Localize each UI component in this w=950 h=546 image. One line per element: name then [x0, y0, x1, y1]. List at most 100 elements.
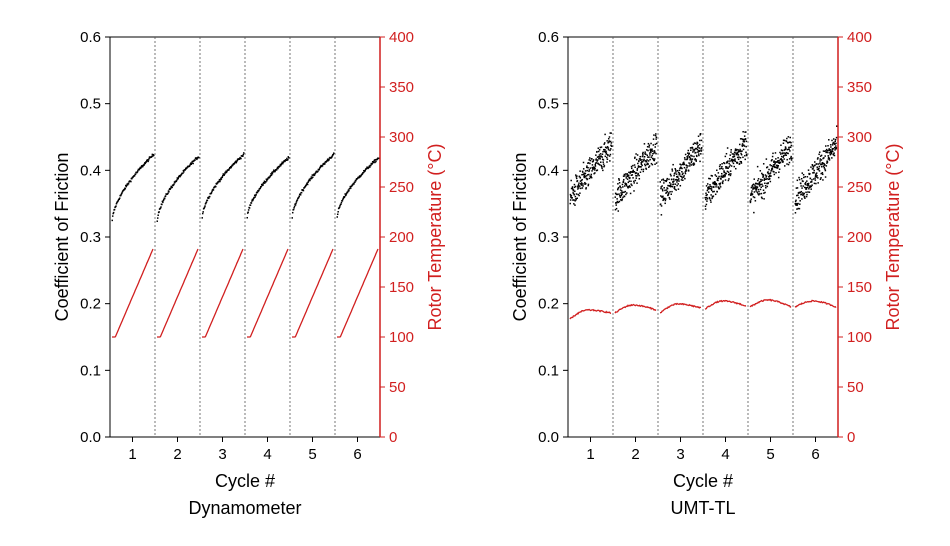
- cof-point: [661, 179, 663, 181]
- cof-point: [111, 215, 114, 217]
- cof-point: [831, 148, 834, 150]
- cof-point: [582, 161, 585, 164]
- cof-point: [715, 184, 718, 186]
- cof-point: [569, 193, 572, 196]
- cof-point: [127, 183, 130, 185]
- cof-point: [777, 160, 779, 162]
- temperature-line: [247, 248, 289, 338]
- cof-point: [616, 193, 619, 196]
- cof-point: [789, 146, 792, 148]
- cof-point: [671, 190, 673, 193]
- cof-point: [582, 171, 584, 173]
- cof-point: [739, 149, 741, 152]
- cof-point: [834, 140, 836, 143]
- cof-point: [582, 183, 584, 185]
- cof-point: [362, 171, 365, 174]
- cof-point: [591, 158, 593, 160]
- cof-point: [320, 164, 322, 167]
- cof-axis-ticks: 0.00.10.20.30.40.50.6: [538, 29, 568, 446]
- cof-point: [728, 158, 731, 160]
- cof-point: [768, 174, 771, 177]
- cof-point: [682, 172, 684, 175]
- cof-point: [640, 162, 642, 164]
- cof-point: [771, 155, 774, 158]
- cof-point: [577, 184, 580, 186]
- cof-point: [204, 203, 207, 205]
- cof-point: [167, 192, 169, 195]
- cof-point: [753, 187, 755, 190]
- y-tick-label: 0.1: [80, 362, 101, 379]
- cof-point: [226, 170, 228, 173]
- cof-point: [742, 156, 744, 159]
- cof-point: [573, 194, 575, 196]
- cof-point: [774, 161, 777, 163]
- cof-point: [643, 159, 645, 162]
- cof-point: [780, 153, 782, 155]
- cof-point: [794, 200, 797, 203]
- cof-point: [214, 186, 216, 188]
- cof-point: [376, 158, 379, 160]
- cof-point: [674, 168, 676, 170]
- cof-point: [652, 150, 654, 152]
- cof-point: [680, 179, 683, 181]
- cof-point: [740, 152, 742, 155]
- cof-point: [693, 150, 695, 152]
- cof-point: [579, 180, 582, 182]
- cof-point: [621, 191, 624, 194]
- cof-point: [741, 143, 744, 145]
- cof-point: [307, 181, 309, 183]
- cof-point: [724, 155, 727, 158]
- cof-point: [630, 180, 632, 183]
- cof-point: [622, 180, 625, 183]
- cof-point: [623, 195, 626, 198]
- cof-point: [766, 182, 768, 185]
- cof-point: [629, 192, 632, 195]
- cof-point: [666, 179, 668, 181]
- cof-point: [735, 152, 737, 154]
- cof-point: [807, 191, 809, 193]
- cof-point: [271, 171, 273, 174]
- cof-point: [177, 177, 179, 179]
- cof-point: [168, 191, 170, 193]
- cof-point: [686, 166, 688, 169]
- cof-point: [666, 187, 669, 190]
- cof-point: [673, 174, 675, 177]
- cof-point: [634, 179, 637, 182]
- cof-point: [118, 197, 121, 199]
- cof-point: [693, 162, 695, 164]
- cof-point: [638, 160, 640, 162]
- cof-point: [628, 185, 631, 187]
- cof-point: [690, 149, 692, 151]
- cof-point: [639, 171, 642, 173]
- cof-point: [602, 163, 605, 165]
- cof-point: [590, 173, 593, 176]
- cof-point: [814, 179, 817, 181]
- cof-point: [331, 155, 334, 157]
- cof-point: [210, 191, 213, 194]
- cof-point: [576, 180, 579, 182]
- cof-point: [782, 142, 785, 145]
- cof-point: [688, 152, 690, 155]
- cof-point: [112, 212, 114, 215]
- cof-point: [736, 161, 739, 164]
- cof-point: [755, 188, 758, 190]
- cof-point: [696, 141, 698, 144]
- cof-point: [705, 192, 707, 195]
- cof-point: [219, 180, 221, 183]
- cof-point: [832, 154, 835, 156]
- cof-point: [823, 150, 826, 153]
- cof-point: [147, 159, 150, 161]
- cof-point: [654, 151, 656, 154]
- cof-point: [814, 175, 817, 177]
- cof-point: [176, 179, 178, 181]
- cof-point: [292, 208, 295, 211]
- cof-point: [232, 163, 234, 166]
- temperature-line: [660, 302, 701, 314]
- cof-point: [230, 165, 233, 168]
- cof-point: [635, 172, 638, 174]
- cof-point: [775, 166, 778, 169]
- cof-point: [375, 160, 377, 163]
- cof-point: [305, 184, 307, 186]
- cof-point: [276, 166, 279, 169]
- cof-point: [223, 174, 225, 176]
